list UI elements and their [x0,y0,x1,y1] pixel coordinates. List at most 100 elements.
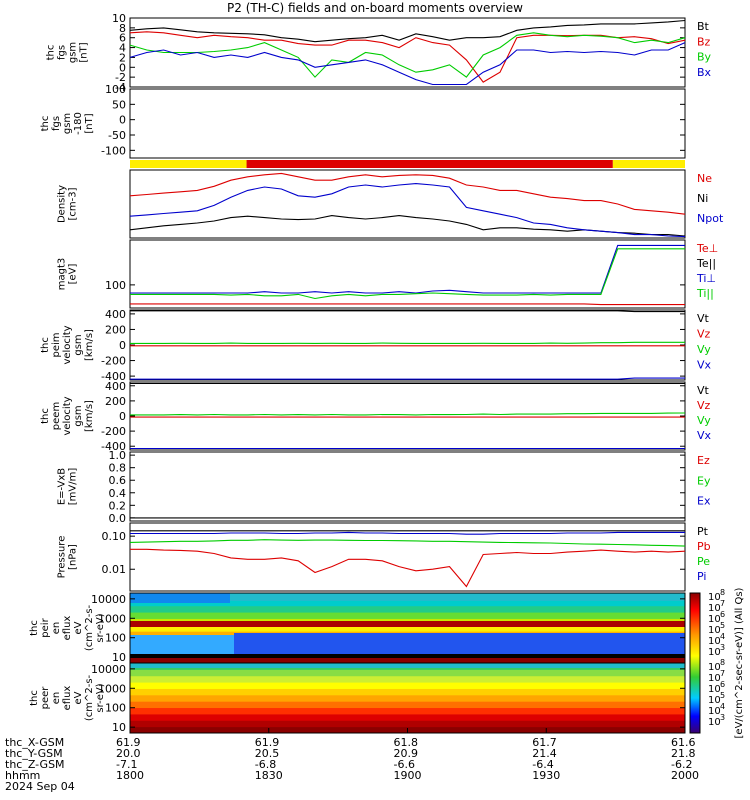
tick-label-0-5: 0 [119,61,126,74]
ylabel-3-1: [cm-3] [68,187,79,220]
tick-label-0-3: 4 [119,42,126,55]
tick-label-0-6: -2 [115,71,126,84]
colorbar-base-low-4: 10 [708,706,721,717]
legend-4-1: Te|| [696,257,716,270]
ylabel-5-2: velocity [62,325,73,364]
tick-label-5-2: 0 [119,339,126,352]
colorbar [689,592,701,734]
footer-value-1-1: 20.5 [254,747,280,760]
footer-value-0-1: 20.0 [116,747,141,760]
colorbar-base-low-0: 10 [708,662,721,673]
legend-5-1: Vz [697,328,711,341]
orbit-bar-segment-2 [612,160,685,168]
orbit-bar-segment-1 [246,160,613,168]
legend-4-0: Te⊥ [696,242,718,255]
footer-value-4-2: -6.2 [671,758,693,771]
colorbar-exp-low-0: 8 [720,658,725,667]
footer-value-2-1: 20.9 [393,747,419,760]
colorbar-base-low-2: 10 [708,684,721,695]
ylabel-6-2: velocity [62,396,73,435]
colorbar-exp-1: 7 [720,599,725,608]
ylabel-6-4: [km/s] [84,400,95,432]
tick-label-10-3: 10 [112,721,126,734]
ylabel-0-0: thc [46,45,57,61]
tick-label-4-0: 100 [105,279,126,292]
legend-3-0: Ne [697,172,712,185]
ylabel-1-1: fgs [51,116,62,131]
series-line-3-0 [129,172,686,215]
tick-label-5-0: 400 [105,308,126,321]
heatmap-band-9-0 [130,656,685,664]
footer-value-2-0: 61.8 [393,736,419,749]
ylabel-1-3: -180 [73,112,84,135]
tick-label-9-3: 10 [112,651,126,664]
heatmap-band-10-6 [130,688,685,696]
panel-frame-1 [129,88,686,159]
legend-6-3: Vx [697,429,712,442]
series-line-0-3 [129,42,686,86]
heatmap-band-9-7 [130,612,685,619]
heatmap-band-10-9 [130,669,685,677]
legend-8-0: Pt [697,525,709,538]
series-line-6-2 [130,412,686,416]
legend-0-0: Bt [697,20,710,33]
legend-3-1: Ni [697,192,708,205]
heatmap-lowE-blue [234,633,685,655]
ylabel-9-1: peir [40,617,51,637]
ylabel-5-4: [km/s] [84,329,95,361]
ylabel-9-5: (cm^2-s- [84,604,95,651]
colorbar-base-low-1: 10 [708,673,721,684]
tick-label-7-4: 0.2 [109,499,127,512]
footer-value-3-2: -6.4 [532,758,554,771]
series-line-5-0 [130,310,685,313]
tick-label-1-2: 0 [119,114,126,127]
ylabel-0-2: gsm [68,42,79,63]
ylabel-1-4: [nT] [84,113,95,133]
heatmap-lowE-black [130,654,685,658]
ylabel-8-1: [nPa] [68,544,79,570]
legend-0-1: Bz [697,35,711,48]
footer-value-3-3: 1930 [532,769,561,782]
panel-frame-3 [129,169,686,239]
ylabel-9-4: eV [73,621,84,634]
colorbar-exp-4: 4 [720,632,725,641]
tick-label-6-4: -400 [101,440,126,453]
panel-frame-0 [129,17,686,88]
heatmap-band-9-5 [130,624,685,632]
panel-frame-4 [129,239,686,309]
tick-label-8-0: 0.10 [102,530,127,543]
heatmap-top-band [130,593,685,601]
series-line-8-1 [130,531,685,535]
ylabel-0-3: [nT] [79,42,90,62]
footer-value-0-3: 1800 [116,769,144,782]
heatmap-band-9-9 [130,599,685,607]
legend-7-2: Ex [697,495,711,508]
tick-label-0-7: -4 [115,81,126,94]
legend-5-0: Vt [697,312,710,325]
legend-8-2: Pe [697,555,710,568]
colorbar-exp-low-1: 7 [720,669,725,678]
tick-label-1-3: -50 [108,129,126,142]
tick-label-9-0: 10000 [91,593,126,606]
heatmap-top-left-block [130,593,230,603]
series-line-5-2 [130,341,685,344]
panel-frame-8 [129,522,686,592]
legend-6-2: Vy [697,414,711,427]
heatmap-band-10-5 [130,694,685,702]
tick-label-7-0: 1.0 [109,449,127,462]
tick-label-5-3: -200 [101,355,126,368]
tick-label-6-1: 200 [105,395,126,408]
ylabel-5-1: peim [51,332,62,357]
ylabel-6-0: thc [40,408,51,424]
colorbar-base-5: 10 [708,647,721,658]
tick-label-0-0: 10 [112,12,126,25]
footer-value-1-3: 1830 [254,769,283,782]
colorbar-base-0: 10 [708,592,721,603]
series-line-4-0 [130,303,685,306]
footer-value-4-0: 61.6 [671,736,696,749]
ylabel-9-3: eflux [62,616,73,641]
legend-6-1: Vz [697,399,711,412]
footer-label-hhmm: hhmm [5,769,41,782]
